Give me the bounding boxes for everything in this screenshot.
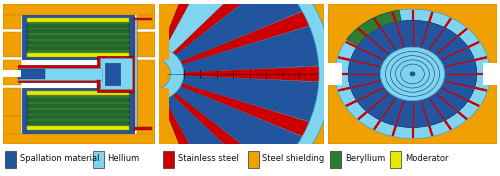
Wedge shape [171, 75, 330, 125]
Circle shape [380, 47, 444, 101]
Bar [22, 88, 134, 133]
Circle shape [380, 47, 444, 101]
Bar [104, 63, 120, 85]
Bar [22, 60, 136, 88]
Bar [330, 151, 341, 168]
Bar [27, 122, 129, 124]
Bar [328, 64, 338, 84]
Bar [2, 70, 21, 77]
Bar [18, 65, 102, 82]
Wedge shape [172, 66, 332, 82]
Wedge shape [164, 86, 284, 176]
Bar [136, 60, 155, 144]
Bar [27, 111, 129, 113]
Bar [2, 32, 21, 57]
Bar [136, 32, 155, 57]
Text: Moderator: Moderator [405, 154, 448, 163]
Bar [97, 80, 100, 88]
Bar [134, 127, 152, 130]
Bar [27, 105, 129, 107]
Bar [390, 151, 401, 168]
Bar [134, 18, 136, 130]
Text: Beryllium: Beryllium [345, 154, 386, 163]
Bar [92, 151, 104, 168]
Text: Steel shielding: Steel shielding [262, 154, 325, 163]
Bar [2, 60, 21, 85]
Bar [27, 92, 129, 130]
Bar [27, 91, 129, 95]
Bar [27, 47, 129, 49]
Wedge shape [158, 48, 184, 100]
Circle shape [348, 20, 476, 127]
Text: Spallation material: Spallation material [20, 154, 100, 163]
Wedge shape [158, 0, 227, 58]
Bar [27, 30, 129, 32]
Bar [27, 19, 129, 57]
Wedge shape [170, 80, 321, 141]
Bar [27, 53, 129, 57]
Wedge shape [214, 0, 332, 176]
Circle shape [410, 72, 415, 76]
Bar [159, 4, 169, 60]
Bar [22, 15, 134, 60]
Circle shape [410, 72, 415, 76]
Wedge shape [346, 10, 412, 74]
Bar [328, 63, 342, 85]
Bar [27, 42, 129, 44]
Text: Hellium: Hellium [108, 154, 140, 163]
Wedge shape [158, 90, 227, 176]
Bar [27, 126, 129, 130]
Bar [2, 88, 21, 116]
Bar [134, 18, 152, 20]
Bar [248, 151, 258, 168]
Bar [27, 18, 129, 22]
Wedge shape [166, 0, 312, 66]
Bar [135, 20, 136, 127]
Wedge shape [166, 82, 312, 176]
Bar [5, 151, 16, 168]
Bar [484, 63, 497, 85]
Bar [2, 134, 155, 144]
Bar [100, 58, 132, 89]
Bar [2, 4, 21, 29]
Bar [162, 151, 173, 168]
Bar [2, 116, 21, 144]
Wedge shape [170, 7, 321, 68]
Circle shape [335, 9, 490, 139]
Bar [97, 56, 135, 92]
Bar [136, 4, 155, 29]
Bar [487, 64, 497, 84]
Wedge shape [158, 0, 332, 176]
Wedge shape [160, 88, 270, 176]
Bar [27, 25, 129, 27]
Bar [18, 68, 102, 80]
Circle shape [348, 20, 476, 127]
Bar [27, 36, 129, 38]
Wedge shape [171, 23, 330, 73]
Bar [159, 88, 169, 144]
Bar [18, 69, 45, 79]
Wedge shape [164, 0, 284, 62]
Bar [2, 4, 155, 15]
Bar [21, 13, 134, 134]
Bar [27, 99, 129, 101]
Text: Stainless steel: Stainless steel [178, 154, 238, 163]
Bar [27, 116, 129, 118]
